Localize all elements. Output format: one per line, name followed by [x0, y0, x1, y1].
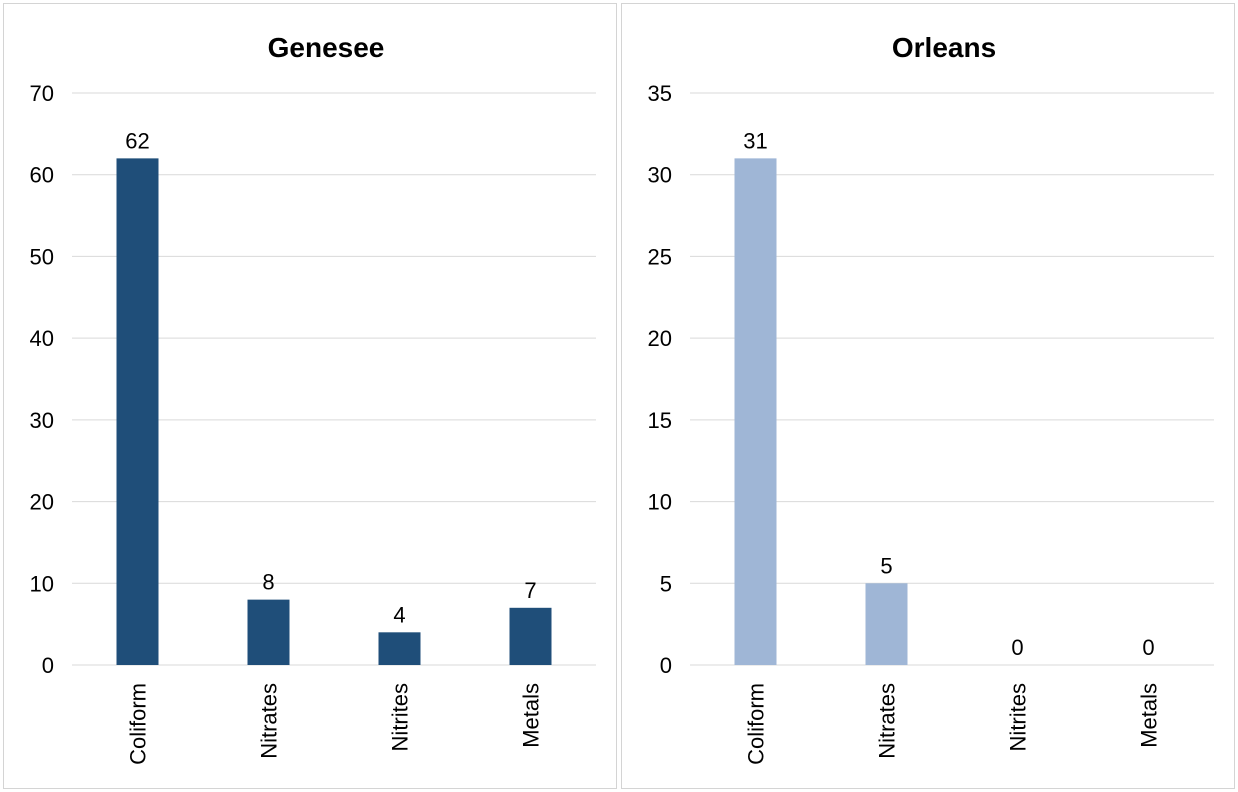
- bar-nitrites: [378, 632, 421, 665]
- bar-nitrates: [247, 599, 290, 665]
- category-label-coliform: Coliform: [126, 683, 151, 765]
- data-label-nitrites: 4: [393, 602, 405, 627]
- data-label-nitrates: 8: [262, 570, 274, 595]
- category-label-nitrites: Nitrites: [388, 683, 413, 751]
- y-tick-label: 20: [648, 326, 672, 351]
- y-tick-label: 35: [648, 81, 672, 106]
- category-label-nitrites: Nitrites: [1006, 683, 1031, 751]
- data-label-nitrates: 5: [880, 553, 892, 578]
- y-tick-label: 25: [648, 244, 672, 269]
- y-tick-label: 10: [648, 490, 672, 515]
- y-tick-label: 5: [660, 571, 672, 596]
- y-tick-label: 60: [30, 163, 54, 188]
- bar-coliform: [116, 158, 159, 665]
- data-label-coliform: 62: [125, 128, 149, 153]
- category-label-metals: Metals: [519, 683, 544, 748]
- y-tick-label: 30: [648, 163, 672, 188]
- y-tick-label: 10: [30, 571, 54, 596]
- chart-title: Genesee: [268, 32, 385, 63]
- chart-orleans: Orleans 0 5 10 15 20 25 30 35 31 Coliform 5 Nitrates…: [648, 32, 1214, 765]
- y-tick-label: 15: [648, 408, 672, 433]
- data-label-nitrites: 0: [1011, 635, 1023, 660]
- data-label-coliform: 31: [743, 128, 767, 153]
- y-tick-label: 70: [30, 81, 54, 106]
- category-label-nitrates: Nitrates: [257, 683, 282, 759]
- chart-title: Orleans: [892, 32, 996, 63]
- data-label-metals: 0: [1142, 635, 1154, 660]
- y-tick-label: 50: [30, 244, 54, 269]
- y-tick-label: 30: [30, 408, 54, 433]
- y-tick-label: 0: [660, 653, 672, 678]
- chart-panel-genesee: Genesee 0 10 20 30 40 50 60 70 62 Coliform 8 Nitrate…: [3, 3, 617, 789]
- bar-nitrates: [865, 583, 908, 665]
- category-label-nitrates: Nitrates: [875, 683, 900, 759]
- category-label-coliform: Coliform: [744, 683, 769, 765]
- chart-panel-orleans: Orleans 0 5 10 15 20 25 30 35 31 Coliform 5 Nitrates…: [621, 3, 1235, 789]
- y-tick-label: 20: [30, 490, 54, 515]
- data-label-metals: 7: [524, 578, 536, 603]
- bar-metals: [509, 607, 552, 665]
- category-label-metals: Metals: [1137, 683, 1162, 748]
- y-tick-label: 0: [42, 653, 54, 678]
- y-tick-label: 40: [30, 326, 54, 351]
- chart-genesee: Genesee 0 10 20 30 40 50 60 70 62 Coliform 8 Nitrate…: [30, 32, 596, 765]
- bar-coliform: [734, 158, 777, 665]
